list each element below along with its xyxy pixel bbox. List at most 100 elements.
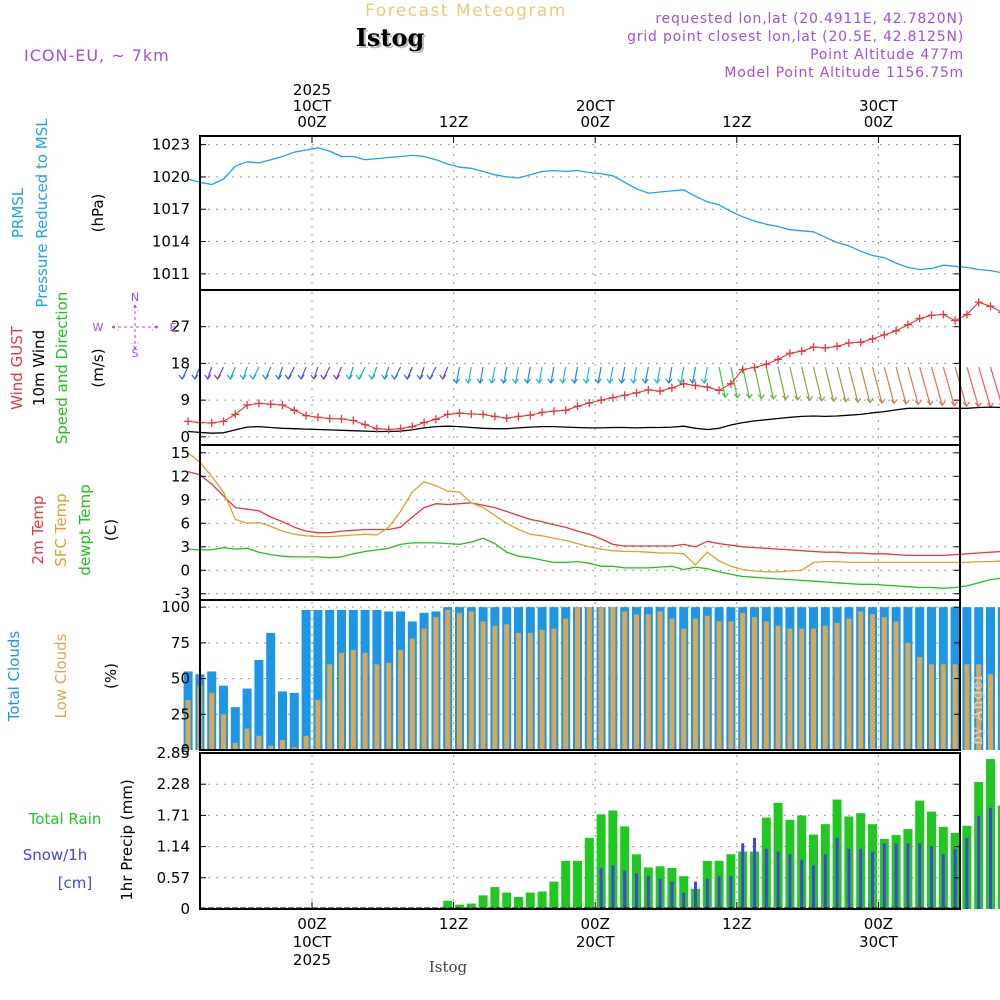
gust-marker bbox=[514, 412, 523, 421]
low-cloud-bar bbox=[232, 742, 238, 750]
snow-bar bbox=[764, 848, 768, 909]
wind-arrow bbox=[718, 366, 726, 398]
clouds-ytick-label: 50 bbox=[171, 670, 190, 688]
pressure-unit: (hPa) bbox=[89, 194, 107, 233]
gust-marker bbox=[349, 416, 358, 425]
snow-bar bbox=[812, 865, 815, 909]
wind-arrow bbox=[942, 366, 955, 406]
wind-arrow-head bbox=[630, 378, 637, 384]
wind-arrow-head bbox=[606, 378, 614, 384]
data-layer bbox=[178, 147, 1000, 909]
wind-arrow-head bbox=[453, 378, 460, 384]
low-cloud-bar bbox=[421, 628, 427, 750]
gust-marker bbox=[490, 412, 499, 421]
wind-arrow-head bbox=[439, 374, 447, 380]
gust-marker bbox=[962, 310, 971, 319]
wind-arrow-head bbox=[500, 378, 508, 384]
temperature-ytick-label: 15 bbox=[171, 444, 190, 462]
wind-grid bbox=[200, 292, 960, 444]
requested-coords: requested lon,lat (20.4911E, 42.7820N) bbox=[655, 11, 964, 27]
low-cloud-bar bbox=[339, 652, 344, 750]
snow-bar bbox=[989, 807, 992, 909]
bottom-time-label: 00Z bbox=[297, 915, 326, 933]
wind-ytick-label: 27 bbox=[171, 318, 190, 336]
gust-marker bbox=[903, 320, 912, 329]
rain-bar bbox=[525, 892, 535, 909]
wind-label-gust: Wind GUST bbox=[8, 325, 26, 410]
low-cloud-bar bbox=[917, 657, 923, 750]
bottom-time-label: 12Z bbox=[439, 915, 468, 933]
temperature-ytick-label: -3 bbox=[175, 585, 190, 603]
low-cloud-bar bbox=[822, 625, 828, 750]
snow-bar bbox=[965, 837, 969, 909]
low-cloud-bar bbox=[468, 611, 474, 750]
bottom-time-label: 20CT bbox=[576, 933, 616, 951]
wind-arrow-head bbox=[757, 394, 765, 400]
compass-s: S bbox=[132, 347, 139, 360]
wind-arrow bbox=[348, 366, 354, 380]
wind-arrow-head bbox=[902, 399, 910, 405]
snow-bar bbox=[694, 881, 697, 909]
wind-arrow-head bbox=[818, 396, 826, 402]
gust-marker bbox=[538, 408, 547, 417]
top-time-label: 30CT bbox=[859, 97, 899, 115]
rain-bar bbox=[502, 892, 512, 909]
wind-arrow bbox=[538, 366, 543, 384]
wind-arrow-head bbox=[214, 374, 221, 380]
snow-bar bbox=[930, 846, 933, 909]
wind-arrow-head bbox=[618, 378, 626, 384]
rain-bar bbox=[478, 895, 488, 909]
total-cloud-bar bbox=[266, 632, 276, 750]
wind-arrow-head bbox=[239, 374, 247, 380]
bottom-time-label: 00Z bbox=[581, 915, 610, 933]
snow-bar bbox=[918, 843, 922, 909]
wind-arrow-head bbox=[368, 374, 376, 380]
low-cloud-bar bbox=[433, 617, 439, 750]
gust-marker bbox=[254, 399, 263, 408]
pressure-grid bbox=[200, 138, 960, 289]
low-cloud-bar bbox=[669, 618, 675, 750]
wind-arrow-head bbox=[275, 374, 282, 380]
wind-arrow-head bbox=[262, 374, 270, 380]
pressure-ytick-label: 1017 bbox=[152, 200, 190, 218]
low-cloud-bar bbox=[893, 621, 899, 750]
wind-arrow-head bbox=[721, 392, 729, 399]
gust-marker bbox=[561, 406, 570, 415]
low-cloud-bar bbox=[386, 662, 392, 750]
clouds-frame bbox=[199, 599, 961, 751]
gust-marker bbox=[207, 418, 216, 427]
gust-marker bbox=[219, 417, 228, 426]
wind-arrow-head bbox=[464, 378, 472, 384]
wind-arrow-head bbox=[890, 399, 898, 405]
gust-marker bbox=[809, 343, 818, 352]
snow-bar bbox=[788, 854, 792, 909]
wind-arrows bbox=[178, 366, 1000, 409]
pressure-label-msl: Pressure Reduced to MSL bbox=[33, 118, 51, 308]
low-cloud-bar bbox=[598, 607, 604, 750]
temperature-ytick-label: 6 bbox=[180, 514, 190, 532]
low-cloud-bar bbox=[834, 622, 840, 750]
pressure-line bbox=[187, 147, 1000, 274]
wind-arrow bbox=[895, 366, 907, 405]
gust-marker bbox=[549, 407, 558, 416]
gust-marker bbox=[431, 415, 440, 424]
gust-marker bbox=[691, 381, 700, 390]
low-cloud-bar bbox=[374, 664, 380, 750]
snow-bar bbox=[611, 865, 615, 909]
gust-marker bbox=[821, 343, 830, 352]
snow-bar bbox=[835, 837, 839, 909]
gust-marker bbox=[526, 411, 535, 420]
temp-label-2m: 2m Temp bbox=[29, 496, 47, 565]
dewpt-line bbox=[188, 537, 1000, 589]
wind-arrow bbox=[455, 366, 461, 384]
low-cloud-bar bbox=[492, 625, 498, 750]
top-time-label: 00Z bbox=[297, 113, 326, 131]
gust-marker bbox=[667, 383, 676, 392]
wind-arrow bbox=[907, 366, 919, 405]
low-cloud-bar bbox=[881, 617, 887, 750]
precip-label-snow: Snow/1h bbox=[23, 846, 88, 864]
rain-bar bbox=[514, 896, 523, 909]
wind-arrow-head bbox=[191, 374, 199, 380]
low-cloud-bar bbox=[398, 650, 403, 750]
top-time-label: 10CT bbox=[293, 97, 333, 115]
